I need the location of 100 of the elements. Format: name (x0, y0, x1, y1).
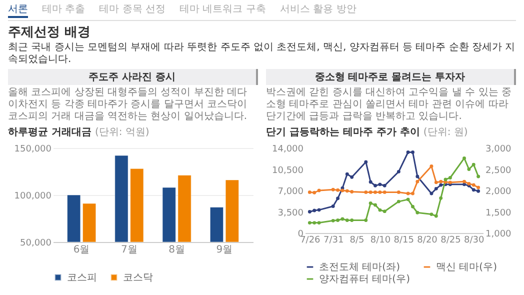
point (378, 208, 382, 212)
point (317, 188, 321, 192)
y-tick-label: 150,000 (14, 144, 52, 154)
point (364, 160, 368, 164)
point (430, 192, 434, 196)
point (406, 198, 410, 202)
text: 중소형 테마주로 몰려드는 투자자 (266, 69, 516, 85)
x-tick-label: 9월 (216, 244, 233, 256)
point (374, 184, 377, 188)
point (378, 182, 382, 186)
text: 올해 코스피에 상장된 대형주들의 성적이 부진한 데다 이차전지 등 각종 테마주가 증시를 달구면서 코스닥이 코스피의 거래 대금을 역전하는 현상이 일어났습니다. (8, 87, 248, 123)
point (382, 210, 386, 214)
point (317, 221, 321, 225)
text: 서론 (8, 2, 28, 18)
point (472, 188, 476, 192)
point (430, 212, 434, 216)
point (345, 218, 349, 222)
point (331, 204, 335, 208)
point (308, 221, 312, 225)
point (312, 190, 316, 194)
point (364, 218, 368, 222)
point (317, 208, 321, 212)
y2-tick-label: 1,500 (486, 208, 512, 218)
text: 테마 네트워크 구축 (180, 3, 266, 17)
x-tick-label: 7/31 (323, 236, 344, 246)
point (439, 196, 443, 200)
point (462, 156, 466, 160)
x-tick-label: 8/30 (464, 236, 485, 246)
text: 주도주 사라진 증시 (8, 69, 258, 85)
chart-subtitle: (단위: 원) (423, 127, 468, 138)
x-tick-label: 8/15 (394, 236, 414, 246)
x-tick-label: 6월 (73, 244, 90, 256)
point (467, 168, 471, 171)
chart-title: 단기 급등락하는 테마주 주가 추이 (266, 127, 420, 138)
point (345, 189, 349, 193)
point (382, 190, 386, 194)
x-tick-label: 8/20 (417, 236, 438, 246)
point (364, 190, 368, 194)
point (411, 192, 414, 196)
point (368, 202, 372, 205)
point (434, 186, 438, 190)
text: 박스권에 갇힌 증시를 대신하여 고수익을 낼 수 있는 중소형 테마주로 관심이 쏠리면서 테마 관련 이슈에 따라 단기간에 급등과 급락을 반복하고 있습니다. (266, 87, 512, 123)
text: 서비스 활용 방안 (280, 3, 356, 17)
point (350, 190, 354, 194)
point (416, 180, 420, 184)
point (439, 183, 443, 187)
y2-tick-label: 1,000 (486, 230, 512, 240)
point (406, 150, 410, 154)
x-tick-label: 8/10 (370, 236, 391, 246)
legend-label: 코스피 (67, 272, 97, 284)
point (396, 190, 400, 194)
text: 최근 국내 증시는 모멘텀의 부재에 따라 뚜렷한 주도주 없이 초전도체, 맥신, 양자컴퓨터 등 테마주 순환 장세가 지속되었습니다. (8, 42, 516, 66)
y-tick-label: 50,000 (20, 238, 52, 248)
point (340, 188, 344, 192)
y-tick-label: 7,000 (278, 187, 304, 197)
legend-label: 초전도체 테마(좌) (319, 262, 400, 273)
point (396, 170, 400, 174)
point (411, 204, 414, 208)
y2-tick-label: 2,000 (486, 187, 512, 197)
point (444, 178, 448, 182)
point (336, 188, 340, 192)
legend-label: 맥신 테마(우) (436, 262, 498, 273)
point (406, 192, 410, 196)
point (336, 218, 340, 222)
y2-tick-label: 3,000 (486, 144, 512, 154)
chart-title: 하루평균 거래대금 (8, 127, 92, 138)
y-tick-label: 3,500 (278, 208, 304, 218)
point (331, 218, 335, 222)
point (340, 217, 344, 221)
x-tick-label: 8월 (168, 244, 185, 256)
point (434, 180, 438, 184)
point (448, 176, 452, 180)
point (308, 190, 312, 194)
chart-subtitle: (단위: 억원) (94, 127, 150, 138)
y-tick-label: 100,000 (14, 192, 52, 202)
x-tick-label: 8/5 (350, 236, 364, 246)
point (374, 190, 377, 194)
x-tick-label: 8/25 (440, 236, 461, 246)
point (476, 186, 480, 190)
point (476, 189, 480, 193)
point (472, 162, 476, 166)
point (308, 210, 312, 214)
legend-label: 양자컴퓨터 테마(우) (319, 274, 410, 285)
text: 테마 추출 (42, 3, 86, 17)
point (331, 188, 335, 192)
point (345, 172, 349, 176)
y-tick-label: 10,500 (272, 166, 304, 176)
y-tick-label: 14,000 (272, 144, 304, 154)
point (350, 218, 354, 222)
legend-label: 코스닥 (123, 272, 153, 284)
text: 테마 종목 선정 (99, 3, 166, 17)
point (396, 200, 400, 204)
point (430, 164, 434, 168)
text: 주제선정 배경 (8, 24, 92, 41)
point (476, 174, 480, 178)
point (368, 190, 372, 194)
point (416, 174, 420, 178)
point (462, 182, 466, 186)
point (434, 214, 438, 218)
point (378, 190, 382, 194)
